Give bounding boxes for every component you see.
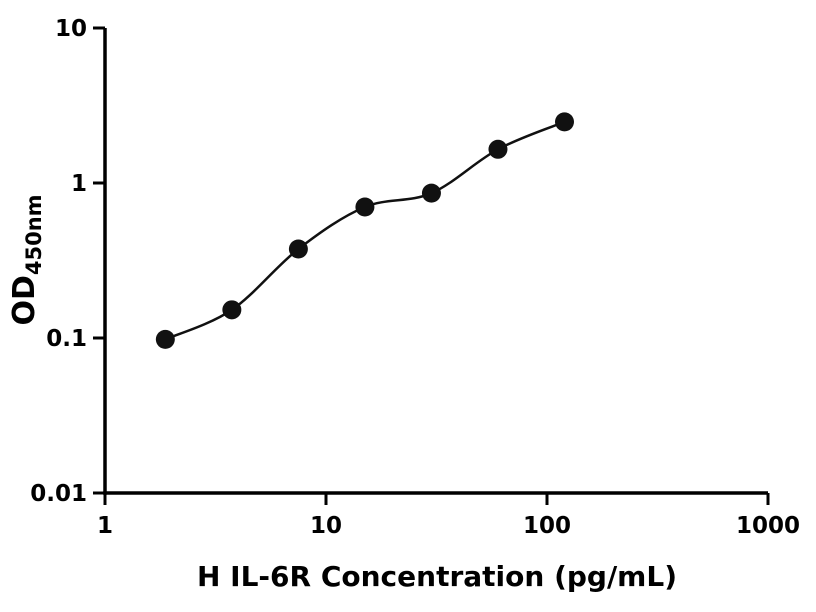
x-tick-label: 1 [97, 513, 113, 539]
data-point [222, 300, 242, 320]
data-point [288, 239, 308, 259]
data-point [155, 329, 175, 349]
data-point [554, 112, 574, 132]
x-tick-label: 100 [523, 513, 571, 539]
y-tick-label: 10 [55, 16, 87, 42]
y-tick-label: 0.01 [30, 481, 87, 507]
y-axis-label-subscript: 450nm [22, 194, 46, 275]
data-point [488, 139, 508, 159]
x-tick-label: 10 [310, 513, 342, 539]
data-point [421, 183, 441, 203]
x-axis-label: H IL-6R Concentration (pg/mL) [197, 560, 677, 593]
y-axis-label: OD450nm [7, 194, 46, 325]
y-axis-label-main: OD [7, 275, 42, 325]
y-tick-label: 1 [71, 171, 87, 197]
y-tick-label: 0.1 [46, 326, 87, 352]
data-point [355, 197, 375, 217]
x-tick-label: 1000 [736, 513, 800, 539]
